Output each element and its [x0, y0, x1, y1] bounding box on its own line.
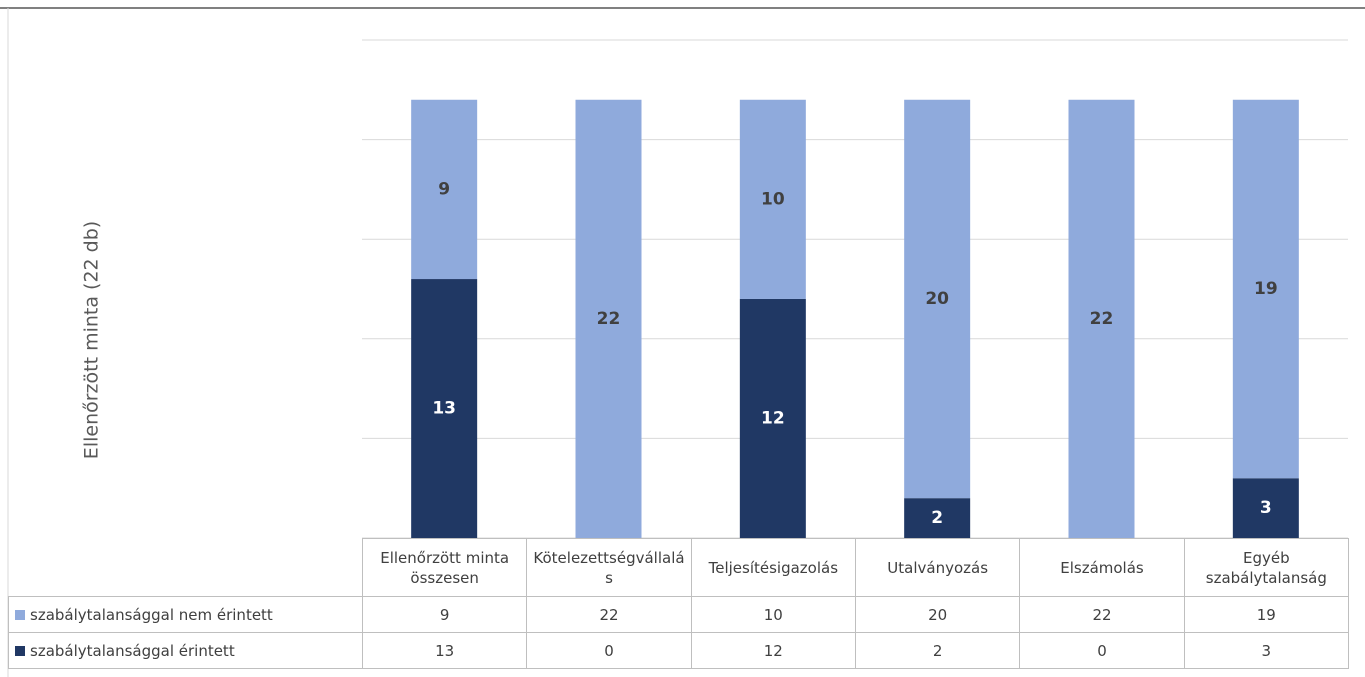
table-value: 20	[855, 596, 1021, 633]
table-value: 22	[526, 596, 692, 633]
legend-label: szabálytalansággal érintett	[30, 641, 235, 660]
bar-segment	[1232, 478, 1299, 538]
table-header: Kötelezettségvállalás	[526, 538, 692, 597]
bar-segment	[575, 99, 642, 538]
table-value: 9	[362, 596, 528, 633]
table-value: 19	[1183, 596, 1349, 633]
value-label: 19	[1254, 279, 1278, 299]
bar-segment	[739, 99, 806, 299]
table-value: 13	[362, 632, 528, 669]
bar-segment	[1232, 99, 1299, 479]
bar-segment	[904, 99, 971, 499]
table-value: 10	[690, 596, 856, 633]
value-label: 2	[931, 508, 943, 528]
legend-cell: szabálytalansággal nem érintett	[8, 596, 363, 633]
bar-segment	[904, 498, 971, 538]
value-label: 12	[761, 408, 785, 428]
bar-segment	[1068, 99, 1135, 538]
value-label: 22	[1090, 309, 1114, 329]
value-label: 20	[925, 289, 949, 309]
legend-swatch	[15, 609, 25, 620]
legend-label: szabálytalansággal nem érintett	[30, 605, 273, 624]
legend-swatch	[15, 645, 25, 656]
bar-segment	[411, 99, 478, 280]
value-label: 22	[597, 309, 621, 329]
table-value: 0	[526, 632, 692, 669]
table-value: 0	[1019, 632, 1185, 669]
value-label: 10	[761, 189, 785, 209]
table-value: 12	[690, 632, 856, 669]
y-axis-title: Ellenőrzött minta (22 db)	[81, 221, 103, 459]
table-header: Elszámolás	[1019, 538, 1185, 597]
table-value: 22	[1019, 596, 1185, 633]
value-label: 13	[432, 399, 456, 419]
table-header: Egyéb szabálytalanság	[1183, 538, 1349, 597]
table-value: 3	[1183, 632, 1349, 669]
legend-cell: szabálytalansággal érintett	[8, 632, 363, 669]
table-header: Utalványozás	[855, 538, 1021, 597]
bar-segment	[411, 279, 478, 538]
value-label: 3	[1260, 498, 1272, 518]
table-header: Teljesítésigazolás	[690, 538, 856, 597]
table-value: 2	[855, 632, 1021, 669]
bar-segment	[739, 298, 806, 538]
value-label: 9	[438, 179, 450, 199]
table-header: Ellenőrzött minta összesen	[362, 538, 528, 597]
